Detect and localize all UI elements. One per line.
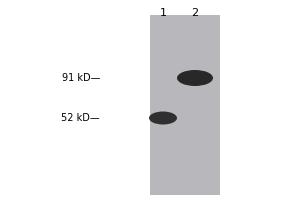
Bar bbox=[150, 15, 220, 195]
Text: 2: 2 bbox=[191, 8, 199, 18]
Text: 52 kD—: 52 kD— bbox=[61, 113, 100, 123]
Text: 91 kD—: 91 kD— bbox=[61, 73, 100, 83]
Text: 1: 1 bbox=[160, 8, 167, 18]
Ellipse shape bbox=[177, 70, 213, 86]
Ellipse shape bbox=[149, 112, 177, 124]
